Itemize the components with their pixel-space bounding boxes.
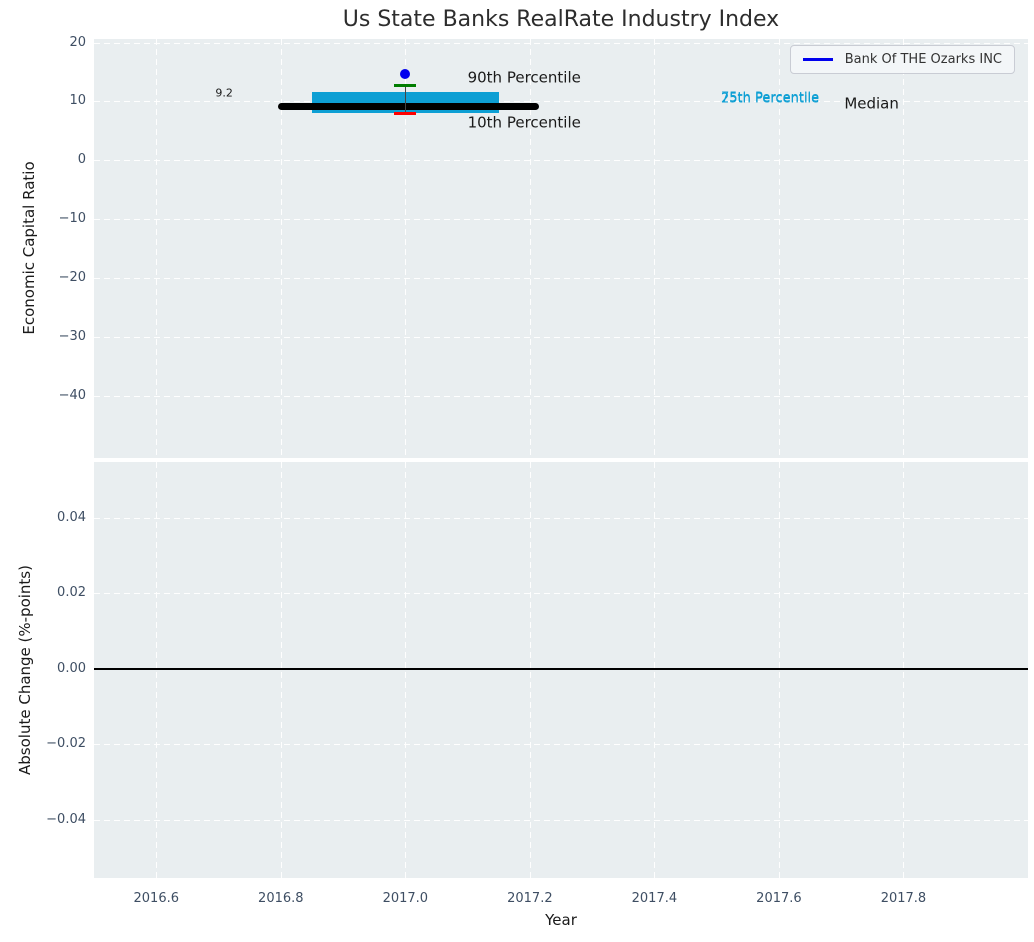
ytick-label: 20: [69, 34, 86, 50]
p75-label: 75th Percentile: [721, 90, 820, 106]
gridline-vertical: [903, 462, 905, 878]
gridline-horizontal: [94, 160, 1028, 162]
gridline-horizontal: [94, 277, 1028, 279]
xtick-label: 2016.6: [133, 891, 180, 906]
gridline-vertical: [405, 39, 407, 458]
gridline-vertical: [280, 462, 282, 878]
gridline-vertical: [156, 39, 158, 458]
gridline-vertical: [529, 39, 531, 458]
axes-top-economic-capital-ratio: Bank Of THE Ozarks INC 9.2 90th Percentil…: [94, 39, 1028, 458]
zero-line: [94, 667, 1028, 670]
gridline-vertical: [405, 462, 407, 878]
legend-label: Bank Of THE Ozarks INC: [844, 52, 1002, 67]
xtick-label: 2016.8: [258, 891, 304, 906]
legend: Bank Of THE Ozarks INC: [789, 45, 1015, 74]
ylabel-absolute-change: Absolute Change (%-points): [16, 565, 34, 775]
gridline-vertical: [654, 39, 656, 458]
p10-cap: [394, 111, 417, 115]
gridline-vertical: [903, 39, 905, 458]
ytick-label: −40: [58, 387, 86, 403]
gridline-vertical: [529, 462, 531, 878]
ytick-label: −30: [58, 328, 86, 344]
axes-bottom-absolute-change: [94, 462, 1028, 878]
gridline-vertical: [156, 462, 158, 878]
gridline-horizontal: [94, 395, 1028, 397]
gridline-vertical: [778, 39, 780, 458]
gridline-horizontal: [94, 219, 1028, 221]
xtick-label: 2017.0: [382, 891, 429, 906]
ytick-label: −0.04: [46, 811, 86, 827]
gridline-horizontal: [94, 101, 1028, 103]
median-label: Median: [844, 94, 899, 113]
company-point: [400, 69, 411, 80]
p10-label: 10th Percentile: [467, 112, 581, 131]
legend-line-sample: [802, 58, 833, 61]
gridline-vertical: [778, 462, 780, 878]
ytick-label: 0.00: [57, 660, 86, 676]
gridline-horizontal: [94, 744, 1028, 746]
p25-label: 25th Percentile: [721, 91, 820, 107]
gridline-horizontal: [94, 336, 1028, 338]
ytick-label: 0.04: [57, 509, 86, 525]
ytick-label: 0.02: [57, 585, 86, 601]
ytick-label: −0.02: [46, 736, 86, 752]
xtick-label: 2017.8: [880, 891, 927, 906]
ytick-label: −10: [58, 211, 86, 227]
gridline-horizontal: [94, 593, 1028, 595]
gridline-vertical: [280, 39, 282, 458]
median-value-label: 9.2: [215, 86, 233, 100]
gridline-vertical: [654, 462, 656, 878]
ytick-label: −20: [58, 269, 86, 285]
gridline-horizontal: [94, 42, 1028, 44]
chart-title: Us State Banks RealRate Industry Index: [342, 7, 780, 32]
ytick-label: 10: [69, 93, 86, 109]
xlabel-year: Year: [545, 911, 577, 929]
gridline-horizontal: [94, 517, 1028, 519]
p90-cap: [394, 83, 417, 87]
ylabel-economic-capital-ratio: Economic Capital Ratio: [20, 161, 38, 335]
xtick-label: 2017.4: [631, 891, 678, 906]
median-line: [277, 102, 540, 110]
whisker-line: [404, 85, 407, 114]
p90-label: 90th Percentile: [467, 68, 581, 87]
xtick-label: 2017.6: [756, 891, 802, 906]
xtick-label: 2017.2: [507, 891, 553, 906]
gridline-horizontal: [94, 819, 1028, 821]
ytick-label: 0: [77, 152, 86, 168]
